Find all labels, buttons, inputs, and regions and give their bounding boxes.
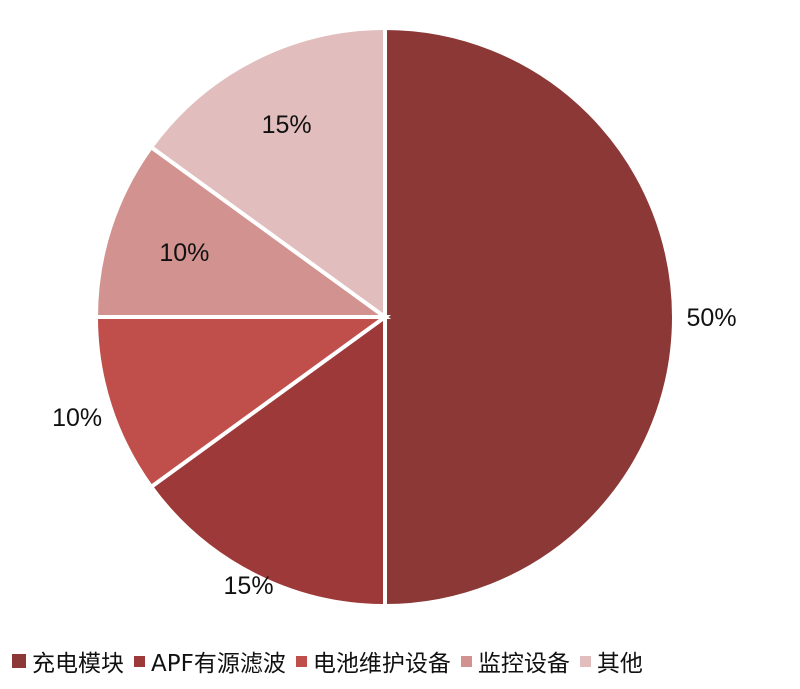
data-label: 50% [687,304,737,332]
legend-swatch [12,654,26,668]
data-label: 10% [52,404,102,432]
legend-swatch [579,655,591,667]
legend-label: APF有源滤波 [151,651,286,677]
legend-label: 充电模块 [32,651,124,677]
legend-item: 充电模块 [12,644,124,678]
pie-slice [148,313,387,609]
pie-slice [383,25,676,609]
data-label: 15% [224,572,274,600]
legend-item: 监控设备 [460,644,570,678]
legend-label: 其他 [596,651,643,677]
pie-chart: 50% 15% 10% 10% 15% [52,25,737,609]
legend-label: 电池维护设备 [312,651,451,677]
data-label: 15% [262,111,312,139]
pie-slice [93,144,392,319]
legend-label: 监控设备 [477,651,570,677]
legend-item: 电池维护设备 [295,644,451,678]
legend-item: 其他 [579,644,643,678]
data-label: 10% [159,239,209,267]
pie-slice [148,25,387,321]
legend-item: APF有源滤波 [134,644,286,678]
legend-swatch [134,655,145,667]
legend: 充电模块 APF有源滤波 电池维护设备 监控设备 其他 [12,644,653,678]
legend-swatch [295,655,307,667]
pie-slice [93,315,392,490]
legend-swatch [460,655,472,667]
